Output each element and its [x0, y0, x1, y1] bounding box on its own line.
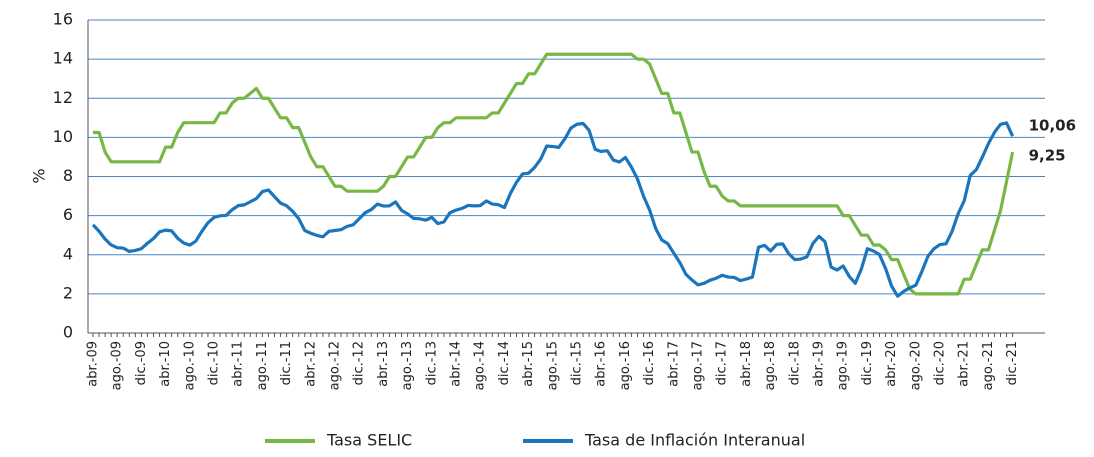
x-tick-label: ago.-14 [473, 341, 488, 390]
legend-label: Tasa SELIC [326, 431, 412, 450]
x-tick-label: abr.-15 [521, 341, 536, 387]
x-tick-label: ago.-21 [981, 341, 996, 390]
y-tick-label: 12 [53, 88, 73, 107]
x-tick-label: abr.-14 [449, 341, 464, 387]
x-tick-label: dic.-14 [497, 341, 512, 385]
x-tick-label: abr.-10 [158, 341, 173, 387]
y-tick-label: 8 [63, 166, 73, 185]
x-tick-label: dic.-09 [134, 341, 149, 385]
line [93, 52, 1015, 296]
x-tick-label: abr.-17 [666, 341, 681, 387]
x-tick-label: abr.-21 [957, 341, 972, 387]
line [91, 121, 1015, 298]
x-tick-label: abr.-16 [594, 341, 609, 387]
y-axis-label: % [30, 168, 49, 183]
x-tick-label: dic.-11 [279, 341, 294, 385]
end-label: 9,25 [1029, 147, 1066, 165]
x-tick-label: ago.-13 [400, 341, 415, 390]
x-tick-label: ago.-11 [255, 341, 270, 390]
x-tick-label: abr.-09 [86, 341, 101, 387]
legend-label: Tasa de Inflación Interanual [584, 431, 805, 450]
x-tick-label: dic.-15 [570, 341, 585, 385]
x-tick-label: dic.-13 [424, 341, 439, 385]
x-tick-label: ago.-15 [545, 341, 560, 390]
y-tick-label: 0 [63, 323, 73, 342]
x-tick-label: ago.-16 [618, 341, 633, 390]
x-tick-label: abr.-20 [884, 341, 899, 387]
x-tick-label: dic.-12 [352, 341, 367, 385]
end-label: 10,06 [1029, 117, 1076, 135]
x-tick-label: dic.-18 [787, 341, 802, 385]
x-tick-label: abr.-13 [376, 341, 391, 387]
x-tick-label: dic.-20 [933, 341, 948, 385]
x-tick-label: ago.-17 [691, 341, 706, 390]
x-tick-label: dic.-19 [860, 341, 875, 385]
x-tick-label: abr.-18 [739, 341, 754, 387]
y-tick-label: 16 [53, 10, 73, 29]
x-tick-label: ago.-12 [328, 341, 343, 390]
y-tick-label: 6 [63, 205, 73, 224]
x-tick-label: ago.-09 [110, 341, 125, 390]
x-tick-label: dic.-17 [715, 341, 730, 385]
x-tick-label: dic.-21 [1005, 341, 1020, 385]
x-tick-label: abr.-12 [303, 341, 318, 387]
y-tick-label: 4 [63, 244, 73, 263]
x-tick-label: dic.-10 [207, 341, 222, 385]
x-tick-label: ago.-10 [182, 341, 197, 390]
y-tick-label: 2 [63, 283, 73, 302]
x-tick-label: ago.-20 [908, 341, 923, 390]
x-tick-label: ago.-18 [763, 341, 778, 390]
x-tick-label: ago.-19 [836, 341, 851, 390]
x-tick-label: dic.-16 [642, 341, 657, 385]
x-tick-label: abr.-19 [812, 341, 827, 387]
y-tick-label: 10 [53, 127, 73, 146]
y-tick-label: 14 [53, 49, 73, 68]
x-tick-label: abr.-11 [231, 341, 246, 387]
